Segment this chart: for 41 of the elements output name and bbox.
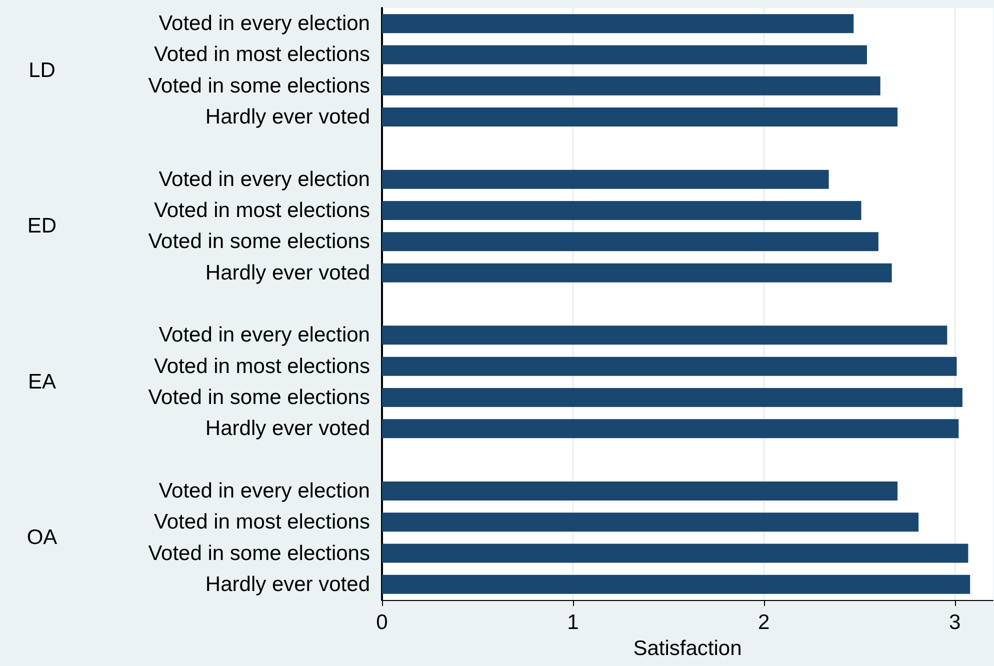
x-tick-label: 0	[376, 611, 388, 634]
bar	[382, 76, 880, 96]
bar	[382, 326, 948, 345]
x-tick-label: 1	[567, 611, 579, 634]
text: EA	[28, 370, 56, 394]
x-axis-title: Satisfaction	[633, 636, 742, 660]
y-tick-label: Voted in most elections	[154, 199, 370, 222]
bar	[382, 544, 968, 563]
bar	[382, 232, 878, 252]
bar	[382, 14, 854, 34]
text: OA	[26, 526, 58, 550]
bar	[382, 512, 919, 532]
bar	[382, 263, 892, 282]
text: ED	[27, 214, 57, 238]
bar	[382, 201, 862, 220]
y-tick-label: Voted in every election	[158, 12, 370, 36]
y-tick-label: Voted in some elections	[148, 230, 370, 254]
bar	[382, 45, 867, 64]
y-tick-label: Voted in most elections	[154, 510, 370, 534]
y-tick-label: Hardly ever voted	[205, 261, 370, 284]
x-tick-label: 2	[758, 611, 770, 634]
bar	[382, 108, 898, 127]
y-tick-label: Hardly ever voted	[205, 572, 370, 596]
y-tick-label: Hardly ever voted	[205, 106, 370, 129]
y-tick-label: Voted in every election	[158, 324, 370, 347]
bar	[382, 356, 957, 376]
y-tick-label: Voted in some elections	[148, 386, 370, 409]
y-tick-label: Voted in most elections	[154, 43, 370, 66]
y-tick-label: Voted in some elections	[148, 74, 370, 98]
y-tick-label: Voted in some elections	[148, 542, 370, 565]
y-tick-label: Voted in every election	[158, 479, 370, 502]
y-tick-label: Hardly ever voted	[205, 417, 370, 440]
y-tick-label: Voted in most elections	[154, 354, 370, 378]
bar	[382, 388, 962, 407]
text: LD	[28, 58, 56, 82]
bar	[382, 419, 959, 438]
bar	[382, 481, 898, 500]
bar	[382, 170, 829, 189]
x-tick-label: 3	[948, 611, 961, 634]
bar	[382, 574, 970, 594]
y-tick-label: Voted in every election	[158, 168, 370, 191]
